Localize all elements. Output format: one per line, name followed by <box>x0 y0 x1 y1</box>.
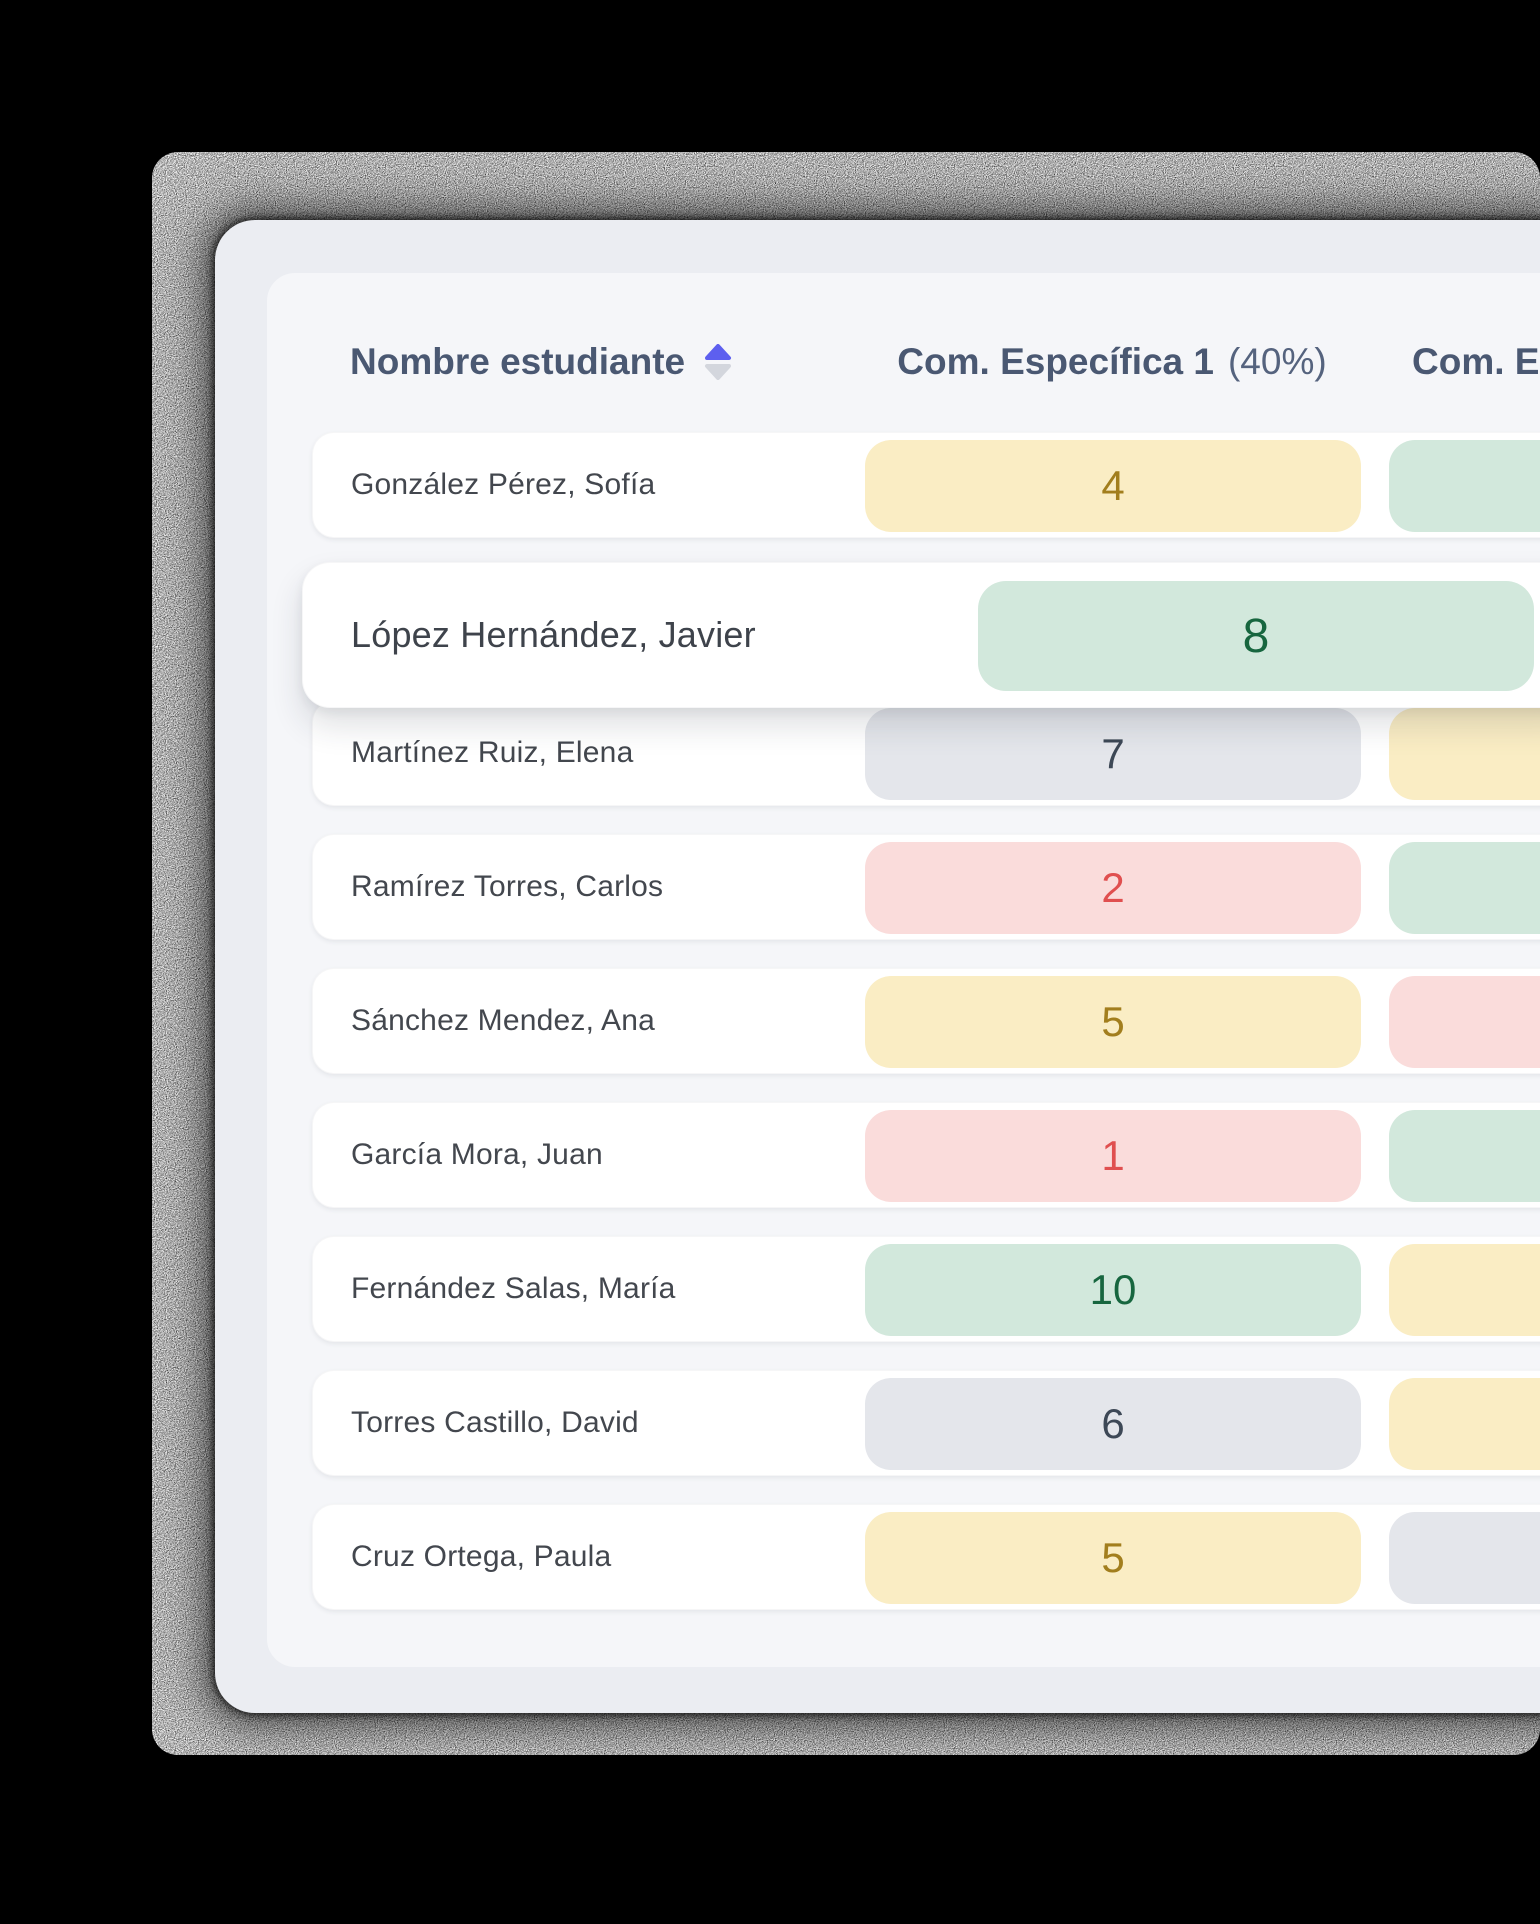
score-value: 8 <box>1242 609 1270 663</box>
sort-down-icon <box>705 364 731 380</box>
column-header-competency-2-label: Com. E <box>1412 341 1540 382</box>
score-badge-comp2 <box>1389 708 1540 800</box>
column-header-competency-1-label: Com. Específica 1 <box>897 341 1214 382</box>
score-badge-comp1: 6 <box>865 1378 1361 1470</box>
table-row[interactable]: Ramírez Torres, Carlos 2 <box>312 834 1540 940</box>
table-row[interactable]: Fernández Salas, María 10 <box>312 1236 1540 1342</box>
column-header-competency-2: Com. E <box>1412 341 1539 383</box>
score-badge-comp2 <box>1389 842 1540 934</box>
student-name: López Hernández, Javier <box>351 614 756 655</box>
student-name: Sánchez Mendez, Ana <box>351 1004 656 1037</box>
sort-toggle-button[interactable] <box>704 344 732 380</box>
score-value: 6 <box>1101 1400 1125 1447</box>
table-row[interactable]: Martínez Ruiz, Elena 7 <box>312 700 1540 806</box>
score-badge-comp1: 1 <box>865 1110 1361 1202</box>
table-row[interactable]: Sánchez Mendez, Ana 5 <box>312 968 1540 1074</box>
table-row[interactable]: García Mora, Juan 1 <box>312 1102 1540 1208</box>
student-name: González Pérez, Sofía <box>351 468 656 501</box>
student-name: Torres Castillo, David <box>351 1406 639 1439</box>
student-name: Fernández Salas, María <box>351 1272 676 1305</box>
score-badge-comp2 <box>1389 1378 1540 1470</box>
score-badge-comp1: 10 <box>865 1244 1361 1336</box>
score-value: 7 <box>1101 730 1125 777</box>
sort-up-icon <box>705 344 731 360</box>
column-header-student-name[interactable]: Nombre estudiante <box>350 341 686 382</box>
score-value: 1 <box>1101 1132 1125 1179</box>
score-badge-comp1: 5 <box>865 976 1361 1068</box>
table-row[interactable]: Cruz Ortega, Paula 5 <box>312 1504 1540 1610</box>
score-badge-comp2 <box>1389 1110 1540 1202</box>
score-value: 5 <box>1101 998 1125 1045</box>
score-badge-comp2 <box>1389 1512 1540 1604</box>
student-name: Ramírez Torres, Carlos <box>351 870 664 903</box>
sort-arrows-icon <box>705 344 731 380</box>
score-value: 10 <box>1089 1266 1137 1313</box>
student-name: García Mora, Juan <box>351 1138 603 1171</box>
score-badge-comp1: 2 <box>865 842 1361 934</box>
student-name: Martínez Ruiz, Elena <box>351 736 634 769</box>
column-header-competency-1-weight: (40%) <box>1227 341 1327 382</box>
table-row-highlighted[interactable]: López Hernández, Javier 8 <box>302 562 1540 708</box>
score-value: 4 <box>1101 462 1125 509</box>
table-row[interactable]: González Pérez, Sofía 4 <box>312 432 1540 538</box>
score-badge-comp2 <box>1389 440 1540 532</box>
table-row[interactable]: Torres Castillo, David 6 <box>312 1370 1540 1476</box>
score-value: 2 <box>1101 864 1125 911</box>
score-badge-comp1: 4 <box>865 440 1361 532</box>
student-name: Cruz Ortega, Paula <box>351 1540 612 1573</box>
score-badge-comp2 <box>1389 1244 1540 1336</box>
score-badge-comp1: 8 <box>978 581 1534 691</box>
column-header-competency-1: Com. Específica 1 (40%) <box>864 341 1360 383</box>
score-badge-comp1: 5 <box>865 1512 1361 1604</box>
score-badge-comp2 <box>1389 976 1540 1068</box>
score-value: 5 <box>1101 1534 1125 1581</box>
score-badge-comp1: 7 <box>865 708 1361 800</box>
